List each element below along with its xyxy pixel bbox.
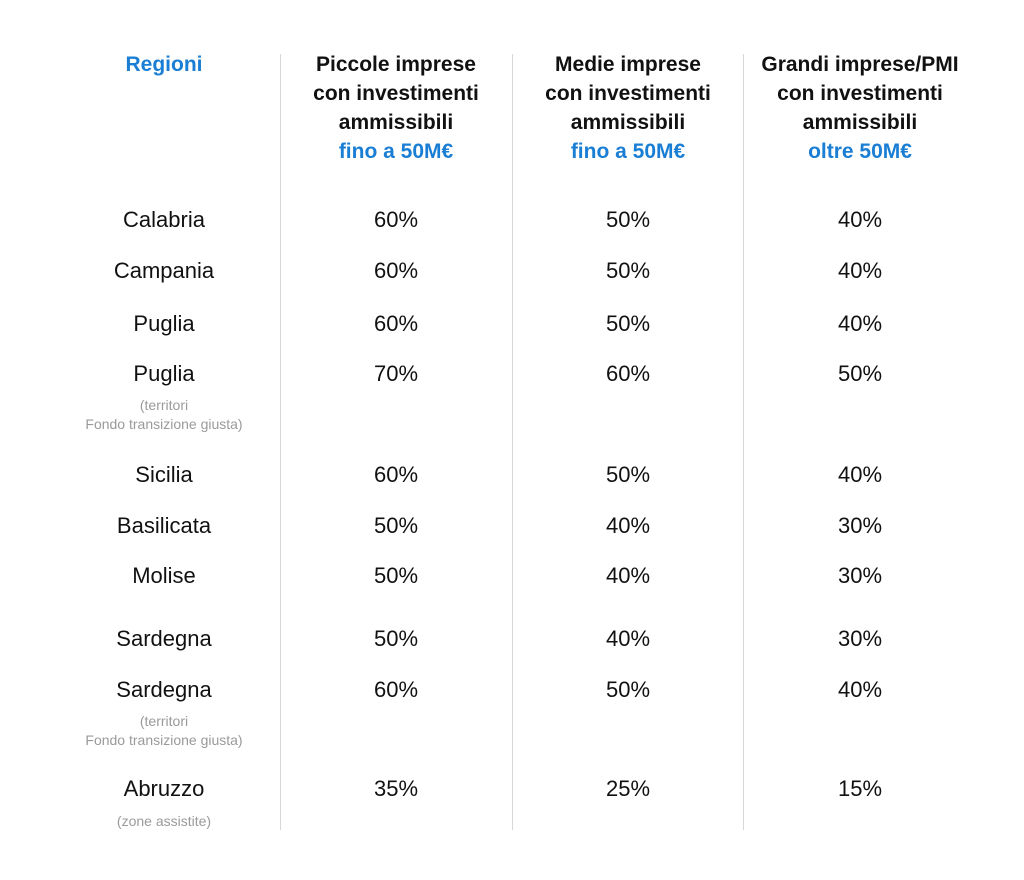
large-rate: 40% [837,677,883,702]
small-rate: 60% [373,311,419,336]
region-name: Abruzzo [123,776,205,801]
large-rate: 40% [837,207,883,232]
header-small-enterprises: Piccole imprese con investimenti ammissi… [296,50,496,166]
region-name: Puglia [133,311,195,336]
large-rate: 30% [837,626,883,651]
small-rate: 60% [373,462,419,487]
column-divider [512,54,513,830]
header-large-threshold: oltre 50M€ [808,140,912,163]
header-large-line3: ammissibili [802,111,918,134]
small-rate: 50% [373,513,419,538]
region-note: (territori [139,713,189,729]
region-name: Campania [113,258,215,283]
header-regions: Regioni [125,53,203,76]
header-large-line1: Grandi imprese/PMI [761,53,959,76]
region-note: (zone assistite) [116,813,212,829]
region-name: Sardegna [116,626,212,651]
medium-rate: 50% [605,462,651,487]
header-small-line2: con investimenti [313,82,479,105]
large-rate: 50% [837,361,883,386]
region-note: Fondo transizione giusta) [85,732,243,748]
header-small-threshold: fino a 50M€ [338,140,454,163]
region-name: Sicilia [135,462,193,487]
region-name: Calabria [123,207,205,232]
header-medium-line2: con investimenti [545,82,711,105]
large-rate: 40% [837,311,883,336]
medium-rate: 40% [605,626,651,651]
small-rate: 70% [373,361,419,386]
column-divider [280,54,281,830]
medium-rate: 25% [605,776,651,801]
header-large-enterprises: Grandi imprese/PMI con investimenti ammi… [759,50,961,166]
medium-rate: 40% [605,513,651,538]
medium-rate: 50% [605,311,651,336]
region-name: Puglia [133,361,195,386]
large-rate: 15% [837,776,883,801]
header-small-line3: ammissibili [338,111,454,134]
large-rate: 40% [837,258,883,283]
large-rate: 30% [837,563,883,588]
region-name: Sardegna [116,677,212,702]
header-large-line2: con investimenti [777,82,943,105]
small-rate: 60% [373,207,419,232]
small-rate: 60% [373,677,419,702]
region-note: (territori [139,397,189,413]
medium-rate: 60% [605,361,651,386]
medium-rate: 40% [605,563,651,588]
region-name: Molise [132,563,196,588]
medium-rate: 50% [605,677,651,702]
header-medium-enterprises: Medie imprese con investimenti ammissibi… [528,50,728,166]
region-name: Basilicata [116,513,212,538]
medium-rate: 50% [605,258,651,283]
region-note: Fondo transizione giusta) [85,416,243,432]
header-medium-line1: Medie imprese [555,53,701,76]
small-rate: 50% [373,626,419,651]
large-rate: 30% [837,513,883,538]
header-small-line1: Piccole imprese [316,53,476,76]
small-rate: 35% [373,776,419,801]
medium-rate: 50% [605,207,651,232]
small-rate: 50% [373,563,419,588]
large-rate: 40% [837,462,883,487]
header-medium-line3: ammissibili [570,111,686,134]
header-medium-threshold: fino a 50M€ [570,140,686,163]
small-rate: 60% [373,258,419,283]
column-divider [743,54,744,830]
